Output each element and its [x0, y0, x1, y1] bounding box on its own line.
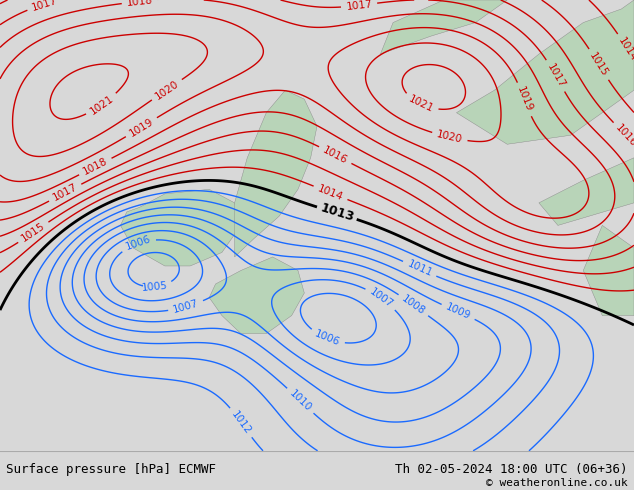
Text: 1017: 1017	[545, 62, 567, 90]
Text: 1018: 1018	[126, 0, 153, 8]
Polygon shape	[583, 225, 634, 316]
Text: Surface pressure [hPa] ECMWF: Surface pressure [hPa] ECMWF	[6, 463, 216, 476]
Text: 1020: 1020	[436, 129, 463, 145]
Text: 1009: 1009	[444, 302, 472, 322]
Polygon shape	[539, 158, 634, 225]
Polygon shape	[235, 90, 317, 257]
Text: 1007: 1007	[172, 298, 200, 315]
Text: 1008: 1008	[400, 294, 427, 317]
Text: 1017: 1017	[51, 182, 79, 203]
Text: © weatheronline.co.uk: © weatheronline.co.uk	[486, 478, 628, 488]
Text: 1019: 1019	[127, 116, 155, 138]
Text: 1016: 1016	[321, 145, 349, 166]
Text: 1010: 1010	[287, 388, 313, 414]
Text: 1018: 1018	[81, 156, 109, 177]
Polygon shape	[456, 0, 634, 144]
Text: 1021: 1021	[88, 93, 115, 116]
Text: Th 02-05-2024 18:00 UTC (06+36): Th 02-05-2024 18:00 UTC (06+36)	[395, 463, 628, 476]
Polygon shape	[209, 257, 304, 334]
Text: 1021: 1021	[407, 94, 435, 114]
Text: 1012: 1012	[230, 409, 253, 436]
Text: 1006: 1006	[124, 234, 152, 252]
Text: 1017: 1017	[346, 0, 373, 12]
Polygon shape	[380, 0, 507, 54]
Text: 1007: 1007	[368, 287, 395, 310]
Text: 1015: 1015	[588, 50, 610, 78]
Text: 1014: 1014	[316, 183, 345, 202]
Polygon shape	[120, 189, 241, 266]
Text: 1013: 1013	[318, 202, 356, 224]
Text: 1015: 1015	[20, 221, 47, 244]
Text: 1020: 1020	[153, 78, 181, 101]
Text: 1005: 1005	[141, 281, 167, 293]
Text: 1019: 1019	[515, 85, 534, 114]
Text: 1011: 1011	[406, 259, 434, 279]
Text: 1006: 1006	[313, 329, 341, 348]
Text: 1016: 1016	[614, 123, 634, 149]
Text: 1014: 1014	[616, 35, 634, 63]
Text: 1017: 1017	[30, 0, 58, 13]
